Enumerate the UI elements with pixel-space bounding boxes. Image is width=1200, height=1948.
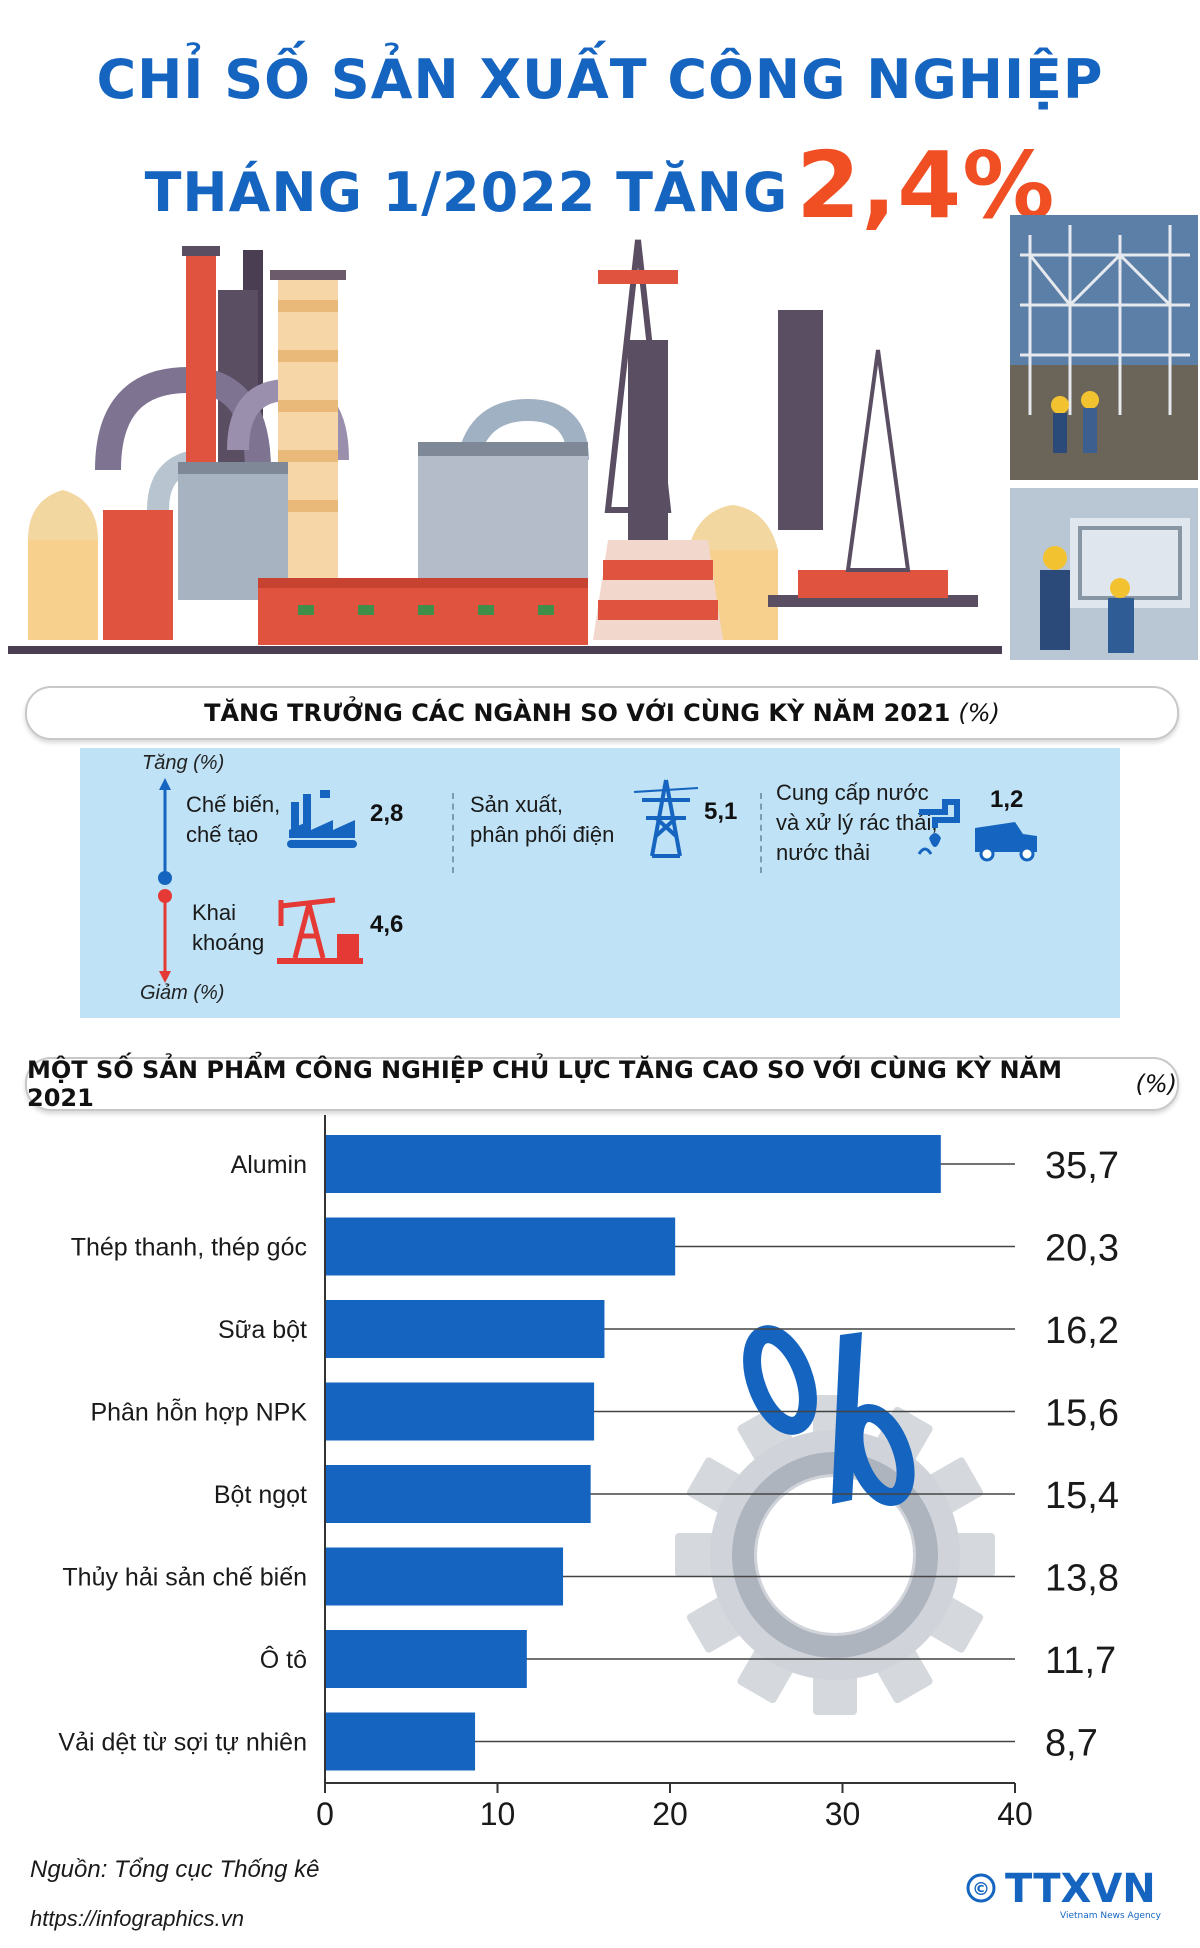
category-label: Thủy hải sản chế biến xyxy=(62,1564,307,1592)
bar xyxy=(325,1217,676,1276)
sector-growth-panel: Tăng (%) Giảm (%) Chế biến, chế tạo 2,8 … xyxy=(80,748,1120,1018)
sector-water-value: 1,2 xyxy=(990,786,1024,813)
factory-workers-photo xyxy=(1010,488,1198,660)
sector-label-line: khoáng xyxy=(192,930,265,955)
sector-label-line: và xử lý rác thải, xyxy=(776,810,938,835)
sector-label-line: Cung cấp nước xyxy=(776,780,929,805)
factory-icon xyxy=(287,790,357,848)
category-label: Alumin xyxy=(231,1151,307,1179)
x-tick-label: 0 xyxy=(316,1796,334,1832)
sector-label-line: phân phối điện xyxy=(470,822,615,847)
sector-label-line: Sản xuất, xyxy=(470,792,563,817)
sector-label-line: nước thải xyxy=(776,840,870,865)
section1-header: TĂNG TRƯỞNG CÁC NGÀNH SO VỚI CÙNG KỲ NĂM… xyxy=(25,686,1179,740)
copyright-symbol: © xyxy=(972,1879,990,1900)
section2-unit: (%) xyxy=(1135,1070,1177,1098)
category-label: Thép thanh, thép góc xyxy=(71,1234,307,1262)
bar xyxy=(325,1382,595,1441)
sector-manufacturing-value: 2,8 xyxy=(370,800,404,827)
bar xyxy=(325,1300,605,1358)
sector-label-line: Chế biến, xyxy=(186,792,281,817)
value-label: 35,7 xyxy=(1045,1145,1119,1187)
divider xyxy=(760,793,762,873)
axis-up-label: Tăng (%) xyxy=(142,752,225,774)
sector-mining-value: 4,6 xyxy=(370,911,404,938)
divider xyxy=(452,793,454,873)
water-truck-icon xyxy=(917,799,1037,862)
value-label: 11,7 xyxy=(1045,1640,1116,1682)
bar xyxy=(325,1547,564,1606)
website-url[interactable]: https://infographics.vn xyxy=(30,1906,245,1931)
section1-unit: (%) xyxy=(958,699,1000,727)
logo-subtitle: Vietnam News Agency xyxy=(1060,1911,1162,1921)
section2-title: MỘT SỐ SẢN PHẨM CÔNG NGHIỆP CHỦ LỰC TĂNG… xyxy=(27,1056,1063,1112)
section2-header: MỘT SỐ SẢN PHẨM CÔNG NGHIỆP CHỦ LỰC TĂNG… xyxy=(25,1056,1179,1112)
value-label: 13,8 xyxy=(1045,1558,1119,1600)
bar xyxy=(325,1630,527,1688)
value-label: 15,4 xyxy=(1045,1475,1119,1517)
gear-percent-icon xyxy=(675,1325,995,1715)
value-label: 16,2 xyxy=(1045,1310,1119,1352)
title-text: THÁNG 1/2022 TĂNG xyxy=(144,161,789,224)
category-label: Vải dệt từ sợi tự nhiên xyxy=(58,1729,307,1757)
logo-text: TTXVN xyxy=(1005,1866,1156,1912)
bar xyxy=(325,1135,941,1193)
category-label: Bột ngọt xyxy=(214,1481,307,1509)
main-title-line1: CHỈ SỐ SẢN XUẤT CÔNG NGHIỆP xyxy=(96,48,1104,111)
x-tick-label: 10 xyxy=(480,1796,516,1832)
value-label: 8,7 xyxy=(1045,1723,1098,1765)
sector-manufacturing-label: Chế biến, chế tạo xyxy=(186,790,280,850)
power-tower-icon xyxy=(633,779,699,858)
industrial-plant-illustration xyxy=(8,239,1002,654)
value-label: 15,6 xyxy=(1045,1393,1119,1435)
sector-label-line: Khai xyxy=(192,900,237,925)
source-note: Nguồn: Tổng cục Thống kê xyxy=(30,1856,320,1883)
axis-down-label: Giảm (%) xyxy=(140,982,225,1004)
sector-water-label: Cung cấp nước và xử lý rác thải, nước th… xyxy=(776,778,937,868)
up-down-arrow xyxy=(158,778,172,983)
category-label: Sữa bột xyxy=(218,1316,307,1344)
main-title-line2: THÁNG 1/2022 TĂNG2,4% xyxy=(0,132,1200,239)
substation-photo xyxy=(1010,215,1198,480)
x-tick-label: 20 xyxy=(652,1796,688,1832)
sector-electricity-label: Sản xuất, phân phối điện xyxy=(470,790,614,850)
bar xyxy=(325,1465,591,1523)
value-label: 20,3 xyxy=(1045,1228,1119,1270)
oil-pump-icon xyxy=(277,897,363,964)
sector-electricity-value: 5,1 xyxy=(704,798,738,825)
sector-mining-label: Khai khoáng xyxy=(192,898,264,958)
x-tick-label: 30 xyxy=(825,1796,861,1832)
ttxvn-logo: © TTXVN Vietnam News Agency xyxy=(966,1866,1162,1921)
x-tick-label: 40 xyxy=(997,1796,1033,1832)
category-label: Phân hỗn hợp NPK xyxy=(90,1398,307,1427)
bar xyxy=(325,1712,476,1771)
sector-label-line: chế tạo xyxy=(186,822,259,847)
products-bar-chart: Alumin 35,7 Thép thanh, thép góc 20,3 Sữa bộ… xyxy=(58,1115,1119,1832)
category-label: Ô tô xyxy=(260,1645,307,1674)
section1-title: TĂNG TRƯỞNG CÁC NGÀNH SO VỚI CÙNG KỲ NĂM… xyxy=(204,699,951,727)
